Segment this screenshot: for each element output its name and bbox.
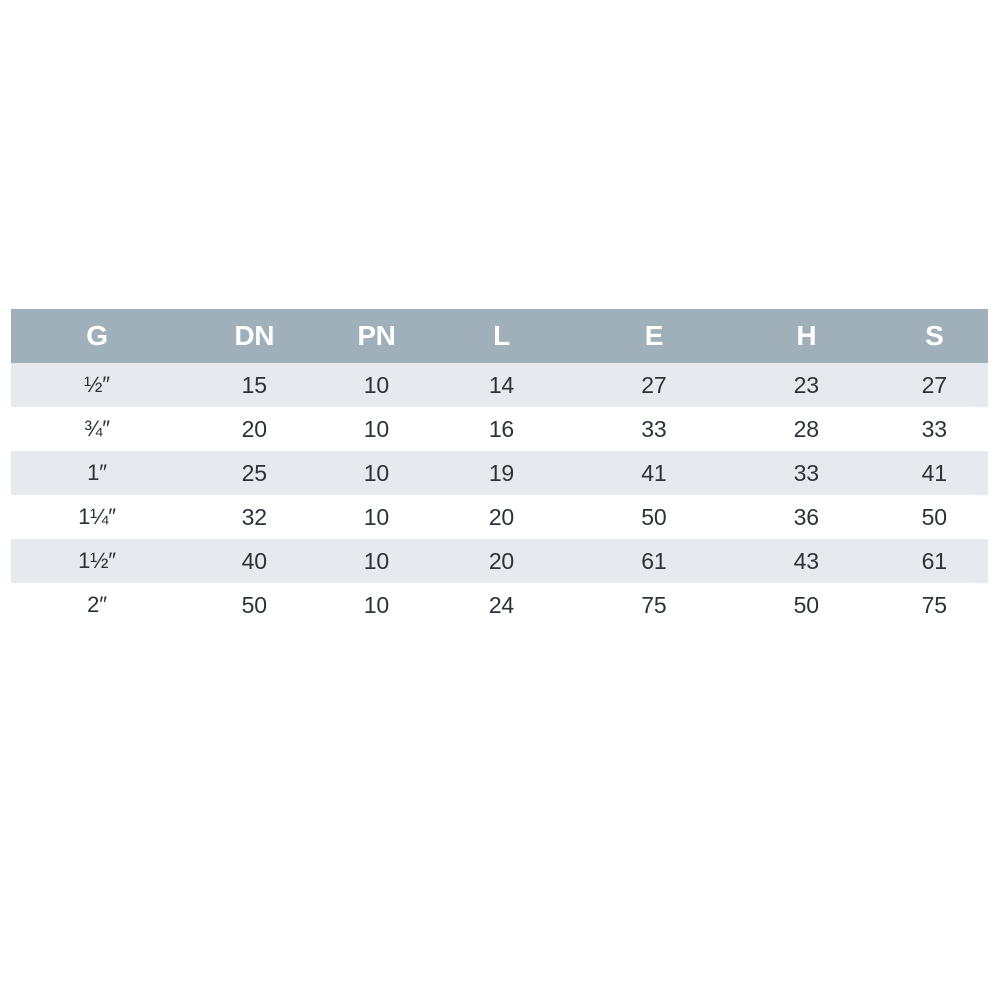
column-header-pn: PN [357,320,396,351]
column-header-l: L [493,320,510,351]
cell-g: 1½″ [78,548,116,573]
cell-pn: 10 [363,504,389,530]
table-row: ½″ 15 10 14 27 23 27 [11,363,988,407]
cell-s: 61 [921,548,947,574]
cell-g: ¾″ [84,416,110,441]
cell-l: 24 [488,592,515,618]
cell-g: ½″ [84,372,110,397]
cell-s: 27 [921,372,947,398]
cell-pn: 10 [363,460,389,486]
cell-pn: 10 [363,592,389,618]
table-row: 1¼″ 32 10 20 50 36 50 [11,495,988,539]
cell-h: 50 [793,592,819,618]
table-body: ½″ 15 10 14 27 23 27 ¾″ 20 10 16 33 28 3… [11,363,988,627]
cell-e: 27 [641,372,667,398]
cell-dn: 20 [241,416,267,442]
cell-g: 2″ [87,592,107,617]
cell-l: 20 [488,504,515,530]
cell-h: 33 [793,460,819,486]
table-header: G DN PN L E H S [11,309,988,363]
table-row: 1½″ 40 10 20 61 43 61 [11,539,988,583]
cell-s: 75 [921,592,947,618]
cell-e: 50 [641,504,667,530]
fitting-dimensions-table: G DN PN L E H S ½″ 15 10 14 27 23 27 ¾″ [11,309,988,627]
cell-e: 75 [641,592,667,618]
cell-s: 50 [921,504,947,530]
cell-pn: 10 [363,416,389,442]
column-header-s: S [925,320,944,351]
cell-s: 33 [921,416,947,442]
cell-dn: 15 [241,372,267,398]
cell-e: 33 [641,416,667,442]
cell-pn: 10 [363,548,389,574]
column-header-h: H [796,320,817,351]
cell-dn: 50 [241,592,267,618]
cell-e: 41 [641,460,667,486]
cell-h: 23 [793,372,819,398]
cell-dn: 40 [241,548,267,574]
cell-l: 19 [488,460,515,486]
table-header-row: G DN PN L E H S [11,309,988,363]
column-header-e: E [644,320,664,351]
cell-l: 20 [488,548,515,574]
table-row: ¾″ 20 10 16 33 28 33 [11,407,988,451]
cell-dn: 32 [241,504,267,530]
column-header-dn: DN [234,320,275,351]
cell-g: 1¼″ [78,504,116,529]
column-header-g: G [86,320,108,351]
table-row: 2″ 50 10 24 75 50 75 [11,583,988,627]
cell-l: 16 [488,416,515,442]
cell-pn: 10 [363,372,389,398]
cell-h: 36 [793,504,819,530]
cell-s: 41 [921,460,947,486]
cell-h: 43 [793,548,819,574]
cell-l: 14 [488,372,515,398]
cell-h: 28 [793,416,819,442]
spec-table-container: G DN PN L E H S ½″ 15 10 14 27 23 27 ¾″ [11,309,988,627]
table-row: 1″ 25 10 19 41 33 41 [11,451,988,495]
cell-g: 1″ [87,460,107,485]
cell-dn: 25 [241,460,267,486]
cell-e: 61 [641,548,667,574]
